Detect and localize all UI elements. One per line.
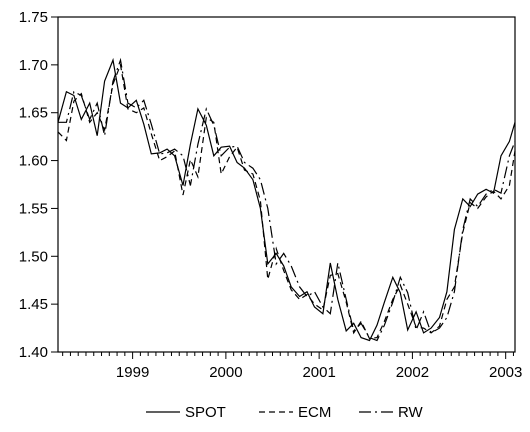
x-tick-label: 1999: [116, 364, 149, 381]
series-line-ecm: [57, 62, 516, 340]
y-tick-label: 1.55: [19, 200, 48, 217]
x-tick-label: 2002: [396, 364, 429, 381]
x-tick-label: 2000: [209, 364, 242, 381]
series-line-rw: [58, 57, 516, 342]
plot-frame: [57, 16, 516, 353]
x-axis: 1999 2000 2001 2002 2003: [62, 352, 522, 381]
legend-label-ecm: ECM: [298, 404, 331, 421]
legend-label-rw: RW: [398, 404, 424, 421]
y-tick-label: 1.50: [19, 248, 48, 265]
series-layer: [57, 57, 516, 342]
y-tick-label: 1.65: [19, 105, 48, 122]
y-tick-label: 1.40: [19, 344, 48, 361]
legend: SPOT ECM RW: [146, 404, 424, 421]
y-tick-label: 1.45: [19, 296, 48, 313]
y-tick-label: 1.70: [19, 57, 48, 74]
legend-label-spot: SPOT: [185, 404, 226, 421]
y-tick-label: 1.75: [19, 9, 48, 26]
y-axis: 1.40 1.45 1.50 1.55 1.60 1.65 1.70 1.75: [19, 9, 58, 361]
x-tick-label: 2003: [489, 364, 522, 381]
y-tick-label: 1.60: [19, 153, 48, 170]
series-line-spot: [57, 57, 516, 342]
x-tick-label: 2001: [302, 364, 335, 381]
